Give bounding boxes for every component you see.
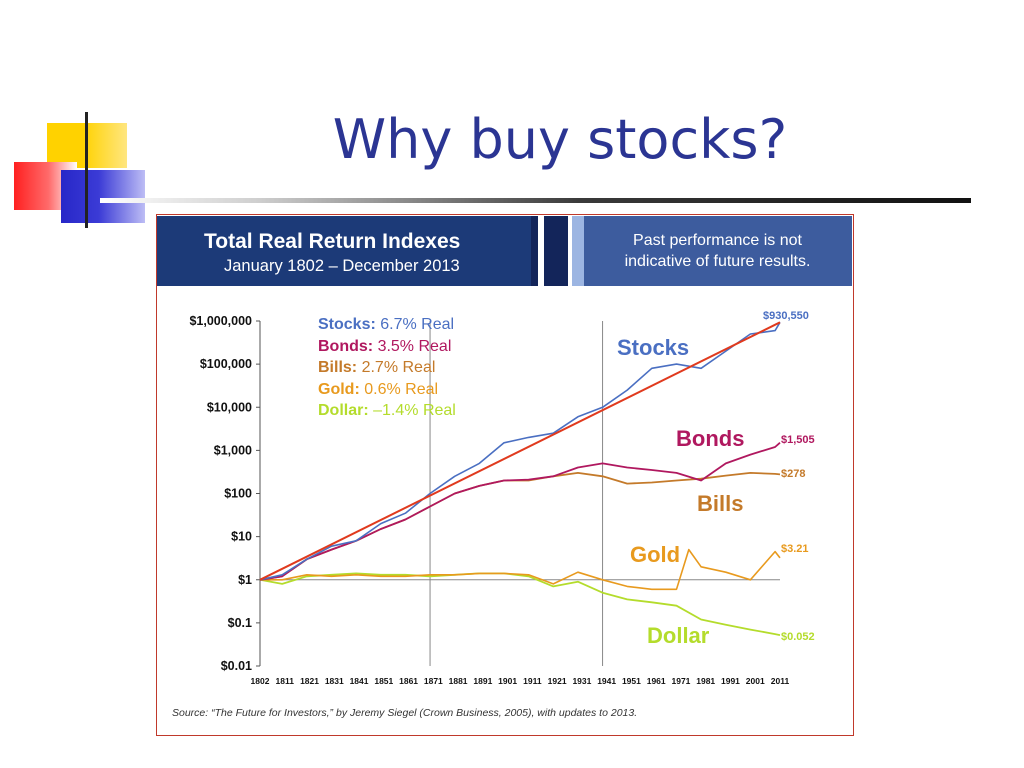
series-label-gold: Gold (630, 542, 680, 567)
disclaimer: Past performance is not indicative of fu… (600, 230, 835, 272)
end-value-label-gold: $3.21 (781, 543, 809, 555)
end-value-label-bills: $278 (781, 468, 805, 480)
series-label-bills: Bills (697, 491, 743, 516)
x-tick-label: 1881 (449, 676, 468, 686)
panel-header-stripe (572, 216, 584, 286)
end-value-label-stocks: $930,550 (763, 310, 809, 322)
y-tick-label: $1 (238, 573, 252, 587)
series-line-dollar (259, 572, 781, 636)
x-tick-label: 1951 (622, 676, 641, 686)
x-tick-label: 1901 (498, 676, 517, 686)
x-tick-label: 1981 (696, 676, 715, 686)
y-tick-label: $0.1 (228, 616, 252, 630)
panel-header-stripe (538, 216, 544, 286)
disclaimer-line: Past performance is not (633, 232, 802, 249)
legend-name: Bills: (318, 359, 358, 376)
panel-header (157, 216, 531, 286)
y-tick-label: $10 (231, 530, 252, 544)
legend-name: Stocks: (318, 316, 376, 333)
series-line-bills (259, 471, 781, 581)
x-tick-label: 2001 (746, 676, 765, 686)
legend-item-gold: Gold: 0.6% Real (318, 379, 456, 401)
end-value-label-bonds: $1,505 (781, 434, 815, 446)
legend-item-bonds: Bonds: 3.5% Real (318, 336, 456, 358)
legend-text: 2.7% Real (361, 359, 436, 376)
legend-text: –1.4% Real (373, 402, 456, 419)
x-tick-label: 1911 (523, 676, 542, 686)
panel-header-divider (531, 216, 568, 286)
y-tick-label: $100 (224, 487, 252, 501)
legend-text: 6.7% Real (380, 316, 455, 333)
chart-legend: Stocks: 6.7% Real Bonds: 3.5% Real Bills… (318, 314, 456, 422)
x-tick-label: 1921 (548, 676, 567, 686)
legend-text: 0.6% Real (364, 380, 439, 398)
x-tick-label: 1821 (300, 676, 319, 686)
end-value-label-dollar: $0.052 (781, 631, 815, 643)
x-tick-label: 1831 (325, 676, 344, 686)
deco-blue-square (61, 170, 145, 223)
y-tick-label: $1,000,000 (189, 314, 252, 328)
x-tick-label: 2011 (771, 676, 790, 686)
panel-title: Total Real Return Indexes (204, 230, 461, 253)
series-label-stocks: Stocks (617, 335, 689, 360)
x-tick-label: 1931 (572, 676, 591, 686)
legend-name: Gold: (318, 380, 360, 398)
disclaimer-line: indicative of future results. (624, 253, 811, 270)
series-line-stocks (259, 321, 781, 581)
x-tick-label: 1991 (721, 676, 740, 686)
title-rule (100, 198, 971, 203)
x-tick-label: 1891 (473, 676, 492, 686)
series-line-bonds (259, 442, 781, 581)
x-tick-label: 1871 (424, 676, 443, 686)
legend-name: Bonds: (318, 337, 374, 355)
legend-text: 3.5% Real (377, 337, 452, 355)
series-label-bonds: Bonds (676, 426, 744, 451)
x-tick-label: 1811 (276, 676, 295, 686)
series-line-gold (260, 548, 781, 591)
series-label-dollar: Dollar (647, 623, 710, 648)
slide-title: Why buy stocks? (332, 108, 788, 171)
panel-header-right (584, 216, 852, 286)
x-tick-label: 1851 (374, 676, 393, 686)
source-note: Source: “The Future for Investors,” by J… (172, 707, 638, 719)
y-tick-label: $100,000 (200, 357, 252, 371)
legend-item-stocks: Stocks: 6.7% Real (318, 314, 456, 336)
x-tick-label: 1941 (597, 676, 616, 686)
deco-vertical-line (85, 112, 88, 228)
x-tick-label: 1971 (671, 676, 690, 686)
series-line-trend (259, 321, 781, 581)
y-tick-label: $1,000 (214, 443, 252, 457)
x-tick-label: 1861 (399, 676, 418, 686)
legend-name: Dollar: (318, 402, 369, 419)
y-tick-label: $0.01 (221, 659, 252, 673)
panel-subtitle: January 1802 – December 2013 (224, 257, 460, 275)
legend-item-dollar: Dollar: –1.4% Real (318, 400, 456, 422)
x-tick-label: 1961 (647, 676, 666, 686)
x-tick-label: 1802 (251, 676, 270, 686)
legend-item-bills: Bills: 2.7% Real (318, 357, 456, 379)
x-tick-label: 1841 (350, 676, 369, 686)
y-tick-label: $10,000 (207, 400, 252, 414)
